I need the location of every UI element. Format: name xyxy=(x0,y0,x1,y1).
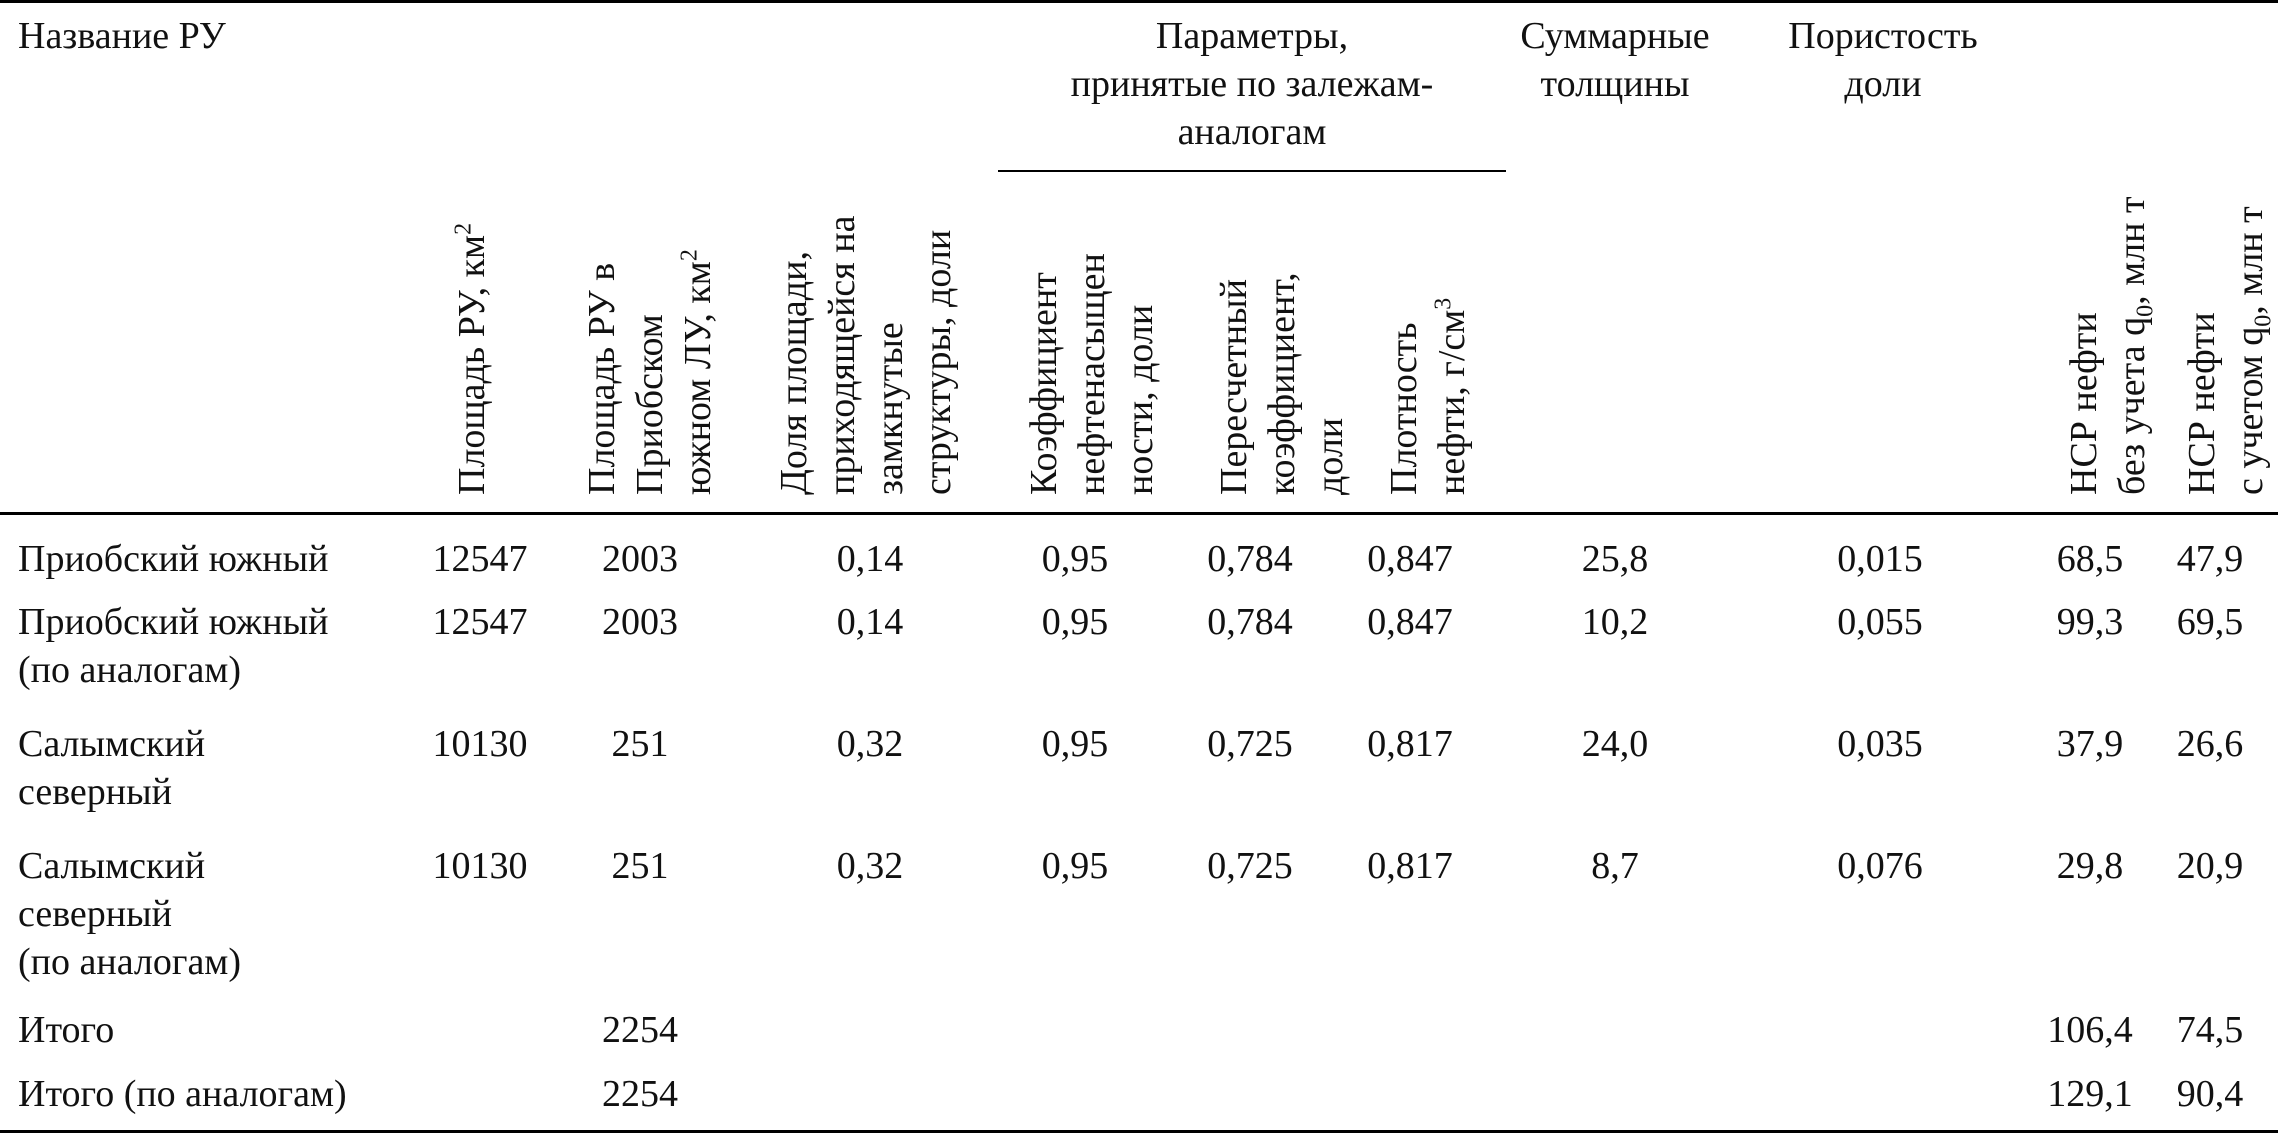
cell-density: 0,817 xyxy=(1367,723,1453,765)
cell-share: 0,14 xyxy=(836,601,904,643)
header-group-params: Параметры, принятые по залежам- аналогам xyxy=(1070,15,1434,153)
cell-area-lu: 2254 xyxy=(602,1073,678,1115)
cell-area-lu: 2003 xyxy=(602,601,678,643)
header-thickness: Суммарные толщины xyxy=(1520,15,1710,105)
cell-nsr-without: 129,1 xyxy=(2047,1073,2133,1115)
header-nsr-without: НСР нефти без учета q0, млн т xyxy=(2063,196,2159,495)
cell-nsr-with: 20,9 xyxy=(2176,845,2244,887)
row-name: Приобский южный xyxy=(18,538,329,580)
cell-conversion: 0,784 xyxy=(1207,601,1293,643)
header-porosity: Пористость доли xyxy=(1788,15,1978,105)
cell-nsr-with: 47,9 xyxy=(2176,538,2244,580)
cell-conversion: 0,725 xyxy=(1207,845,1293,887)
header-nsr-with: НСР нефти с учетом q0, млн т xyxy=(2181,206,2277,495)
cell-area: 10130 xyxy=(432,723,528,765)
row-name: Итого (по аналогам) xyxy=(18,1073,347,1115)
cell-saturation: 0,95 xyxy=(1041,845,1109,887)
cell-share: 0,32 xyxy=(836,723,904,765)
cell-nsr-without: 37,9 xyxy=(2056,723,2124,765)
cell-area: 10130 xyxy=(432,845,528,887)
header-conversion: Пересчетный коэффициент, доли xyxy=(1213,272,1351,495)
cell-thickness: 10,2 xyxy=(1581,601,1649,643)
cell-conversion: 0,784 xyxy=(1207,538,1293,580)
cell-area: 12547 xyxy=(432,601,528,643)
cell-density: 0,847 xyxy=(1367,601,1453,643)
table-bottom-rule xyxy=(0,1130,2278,1133)
cell-nsr-with: 74,5 xyxy=(2176,1009,2244,1051)
cell-thickness: 8,7 xyxy=(1591,845,1639,887)
cell-share: 0,32 xyxy=(836,845,904,887)
cell-area-lu: 251 xyxy=(611,845,669,887)
cell-porosity: 0,035 xyxy=(1837,723,1923,765)
cell-area: 12547 xyxy=(432,538,528,580)
cell-density: 0,847 xyxy=(1367,538,1453,580)
group-header-rule xyxy=(998,170,1506,172)
header-area-in-lu: Площадь РУ в Приобском южном ЛУ, км2 xyxy=(581,249,719,495)
cell-share: 0,14 xyxy=(836,538,904,580)
row-name: Салымский северный xyxy=(18,723,206,813)
table-top-rule xyxy=(0,0,2278,3)
header-density: Плотность нефти, г/см3 xyxy=(1383,297,1473,495)
header-name: Название РУ xyxy=(18,15,226,57)
cell-thickness: 25,8 xyxy=(1581,538,1649,580)
row-name: Итого xyxy=(18,1009,115,1051)
header-saturation: Коэффициент нефтенасыщен ности, доли xyxy=(1023,253,1161,495)
row-name: Салымский северный (по аналогам) xyxy=(18,845,242,983)
cell-conversion: 0,725 xyxy=(1207,723,1293,765)
cell-nsr-without: 68,5 xyxy=(2056,538,2124,580)
cell-nsr-with: 26,6 xyxy=(2176,723,2244,765)
cell-area-lu: 251 xyxy=(611,723,669,765)
header-area-ru: Площадь РУ, км2 xyxy=(450,222,493,495)
cell-porosity: 0,055 xyxy=(1837,601,1923,643)
cell-density: 0,817 xyxy=(1367,845,1453,887)
cell-nsr-with: 90,4 xyxy=(2176,1073,2244,1115)
cell-area-lu: 2003 xyxy=(602,538,678,580)
cell-nsr-without: 29,8 xyxy=(2056,845,2124,887)
cell-saturation: 0,95 xyxy=(1041,538,1109,580)
cell-nsr-without: 106,4 xyxy=(2047,1009,2133,1051)
row-name: Приобский южный (по аналогам) xyxy=(18,601,329,691)
cell-saturation: 0,95 xyxy=(1041,723,1109,765)
cell-nsr-without: 99,3 xyxy=(2056,601,2124,643)
cell-saturation: 0,95 xyxy=(1041,601,1109,643)
cell-porosity: 0,076 xyxy=(1837,845,1923,887)
cell-porosity: 0,015 xyxy=(1837,538,1923,580)
cell-area-lu: 2254 xyxy=(602,1009,678,1051)
header-bottom-rule xyxy=(0,512,2278,515)
cell-thickness: 24,0 xyxy=(1581,723,1649,765)
cell-nsr-with: 69,5 xyxy=(2176,601,2244,643)
header-share: Доля площади, приходящейся на замкнутые … xyxy=(773,215,959,495)
